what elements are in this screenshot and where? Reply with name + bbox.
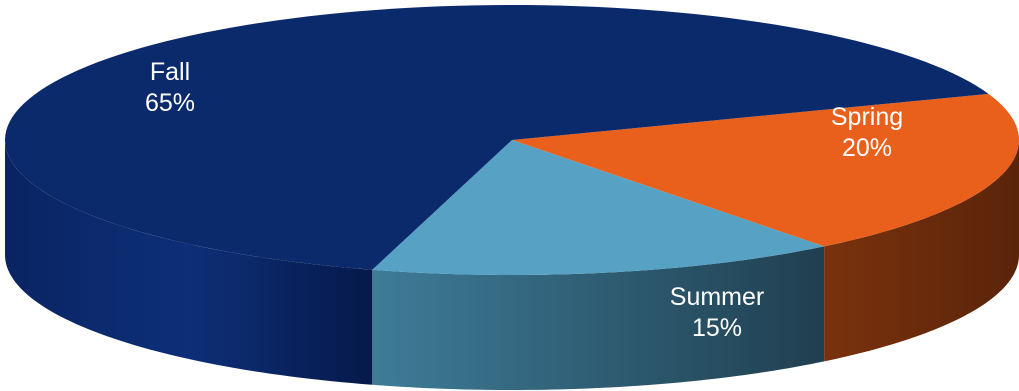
pie-side-spring xyxy=(824,140,1019,362)
slice-name-summer: Summer xyxy=(670,283,764,311)
slice-percent-summer: 15% xyxy=(692,314,742,342)
slice-percent-spring: 20% xyxy=(842,134,892,162)
slice-name-spring: Spring xyxy=(831,103,903,131)
pie-side-summer xyxy=(372,246,825,390)
pie-labels: Fall 65% Spring 20% Summer 15% xyxy=(145,58,903,342)
slice-name-fall: Fall xyxy=(150,58,190,86)
pie-slice-fall xyxy=(5,5,989,270)
slice-label-spring: Spring 20% xyxy=(831,103,903,162)
slice-label-fall: Fall 65% xyxy=(145,58,195,117)
pie-side-fall xyxy=(5,140,373,385)
slice-label-summer: Summer 15% xyxy=(670,283,764,342)
pie-sides xyxy=(5,140,1019,390)
pie-slice-spring xyxy=(512,93,1019,247)
pie-slice-summer xyxy=(372,140,825,275)
pie-tops xyxy=(5,5,1019,275)
slice-percent-fall: 65% xyxy=(145,89,195,117)
